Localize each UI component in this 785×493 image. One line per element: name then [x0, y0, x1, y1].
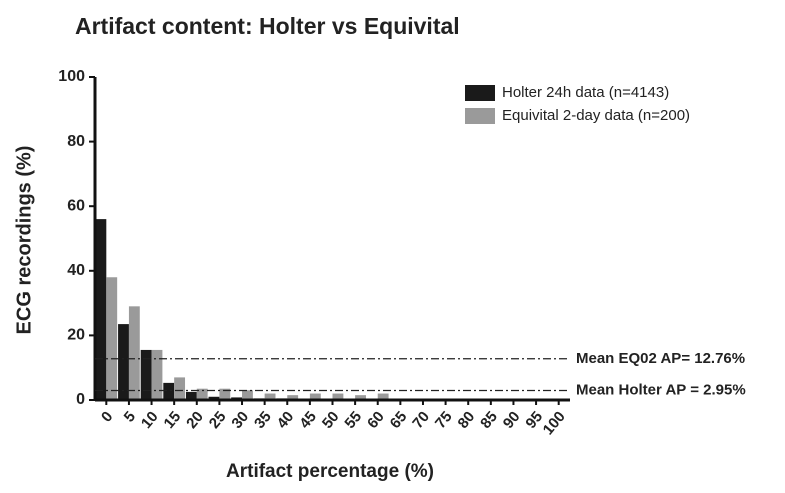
x-tick-label: 0	[98, 408, 116, 425]
y-tick-label: 40	[67, 262, 85, 279]
bar	[208, 396, 220, 400]
x-tick-label: 15	[161, 408, 185, 432]
y-tick-label: 60	[67, 197, 85, 214]
bar	[174, 377, 186, 400]
x-tick-label: 50	[319, 408, 343, 432]
bar	[163, 382, 175, 400]
x-tick-label: 55	[341, 408, 365, 432]
bar	[377, 393, 389, 400]
bar	[219, 388, 231, 400]
x-tick-label: 35	[251, 408, 275, 432]
y-tick-label: 0	[76, 391, 85, 408]
chart-title: Artifact content: Holter vs Equivital	[75, 13, 460, 39]
x-tick-label: 30	[228, 408, 252, 432]
bar	[151, 349, 163, 400]
x-tick-label: 60	[364, 408, 388, 432]
reference-label: Mean Holter AP = 2.95%	[576, 381, 746, 398]
bar	[95, 219, 107, 400]
reference-label: Mean EQ02 AP= 12.76%	[576, 350, 745, 367]
bar	[332, 393, 344, 400]
x-tick-label: 10	[138, 408, 162, 432]
x-tick-label: 20	[183, 408, 207, 432]
x-tick-label: 85	[477, 408, 501, 432]
legend-swatch	[465, 85, 495, 101]
x-tick-label: 65	[387, 408, 411, 432]
legend-label: Holter 24h data (n=4143)	[502, 84, 669, 101]
x-tick-label: 45	[296, 408, 320, 432]
y-tick-label: 80	[67, 133, 85, 150]
x-tick-label: 25	[206, 408, 230, 432]
bar	[118, 324, 129, 400]
y-tick-label: 100	[58, 68, 85, 85]
x-tick-label: 100	[540, 408, 569, 438]
bar	[264, 393, 276, 400]
y-tick-label: 20	[67, 327, 85, 344]
x-tick-label: 70	[409, 408, 433, 432]
legend-label: Equivital 2-day data (n=200)	[502, 107, 690, 124]
bar	[355, 395, 366, 400]
bar	[140, 349, 152, 400]
bar	[309, 393, 321, 400]
bar	[242, 390, 253, 400]
bar	[128, 306, 140, 400]
x-tick-label: 5	[121, 408, 139, 425]
bar	[196, 388, 208, 400]
bar	[287, 395, 299, 400]
bar	[106, 277, 118, 400]
bar	[185, 391, 197, 400]
x-tick-label: 40	[274, 408, 298, 432]
x-tick-label: 80	[455, 408, 479, 432]
legend-swatch	[465, 108, 495, 124]
x-axis-label: Artifact percentage (%)	[226, 461, 434, 482]
y-axis-label: ECG recordings (%)	[13, 146, 35, 335]
x-tick-label: 90	[500, 408, 524, 432]
x-tick-label: 75	[432, 408, 456, 432]
